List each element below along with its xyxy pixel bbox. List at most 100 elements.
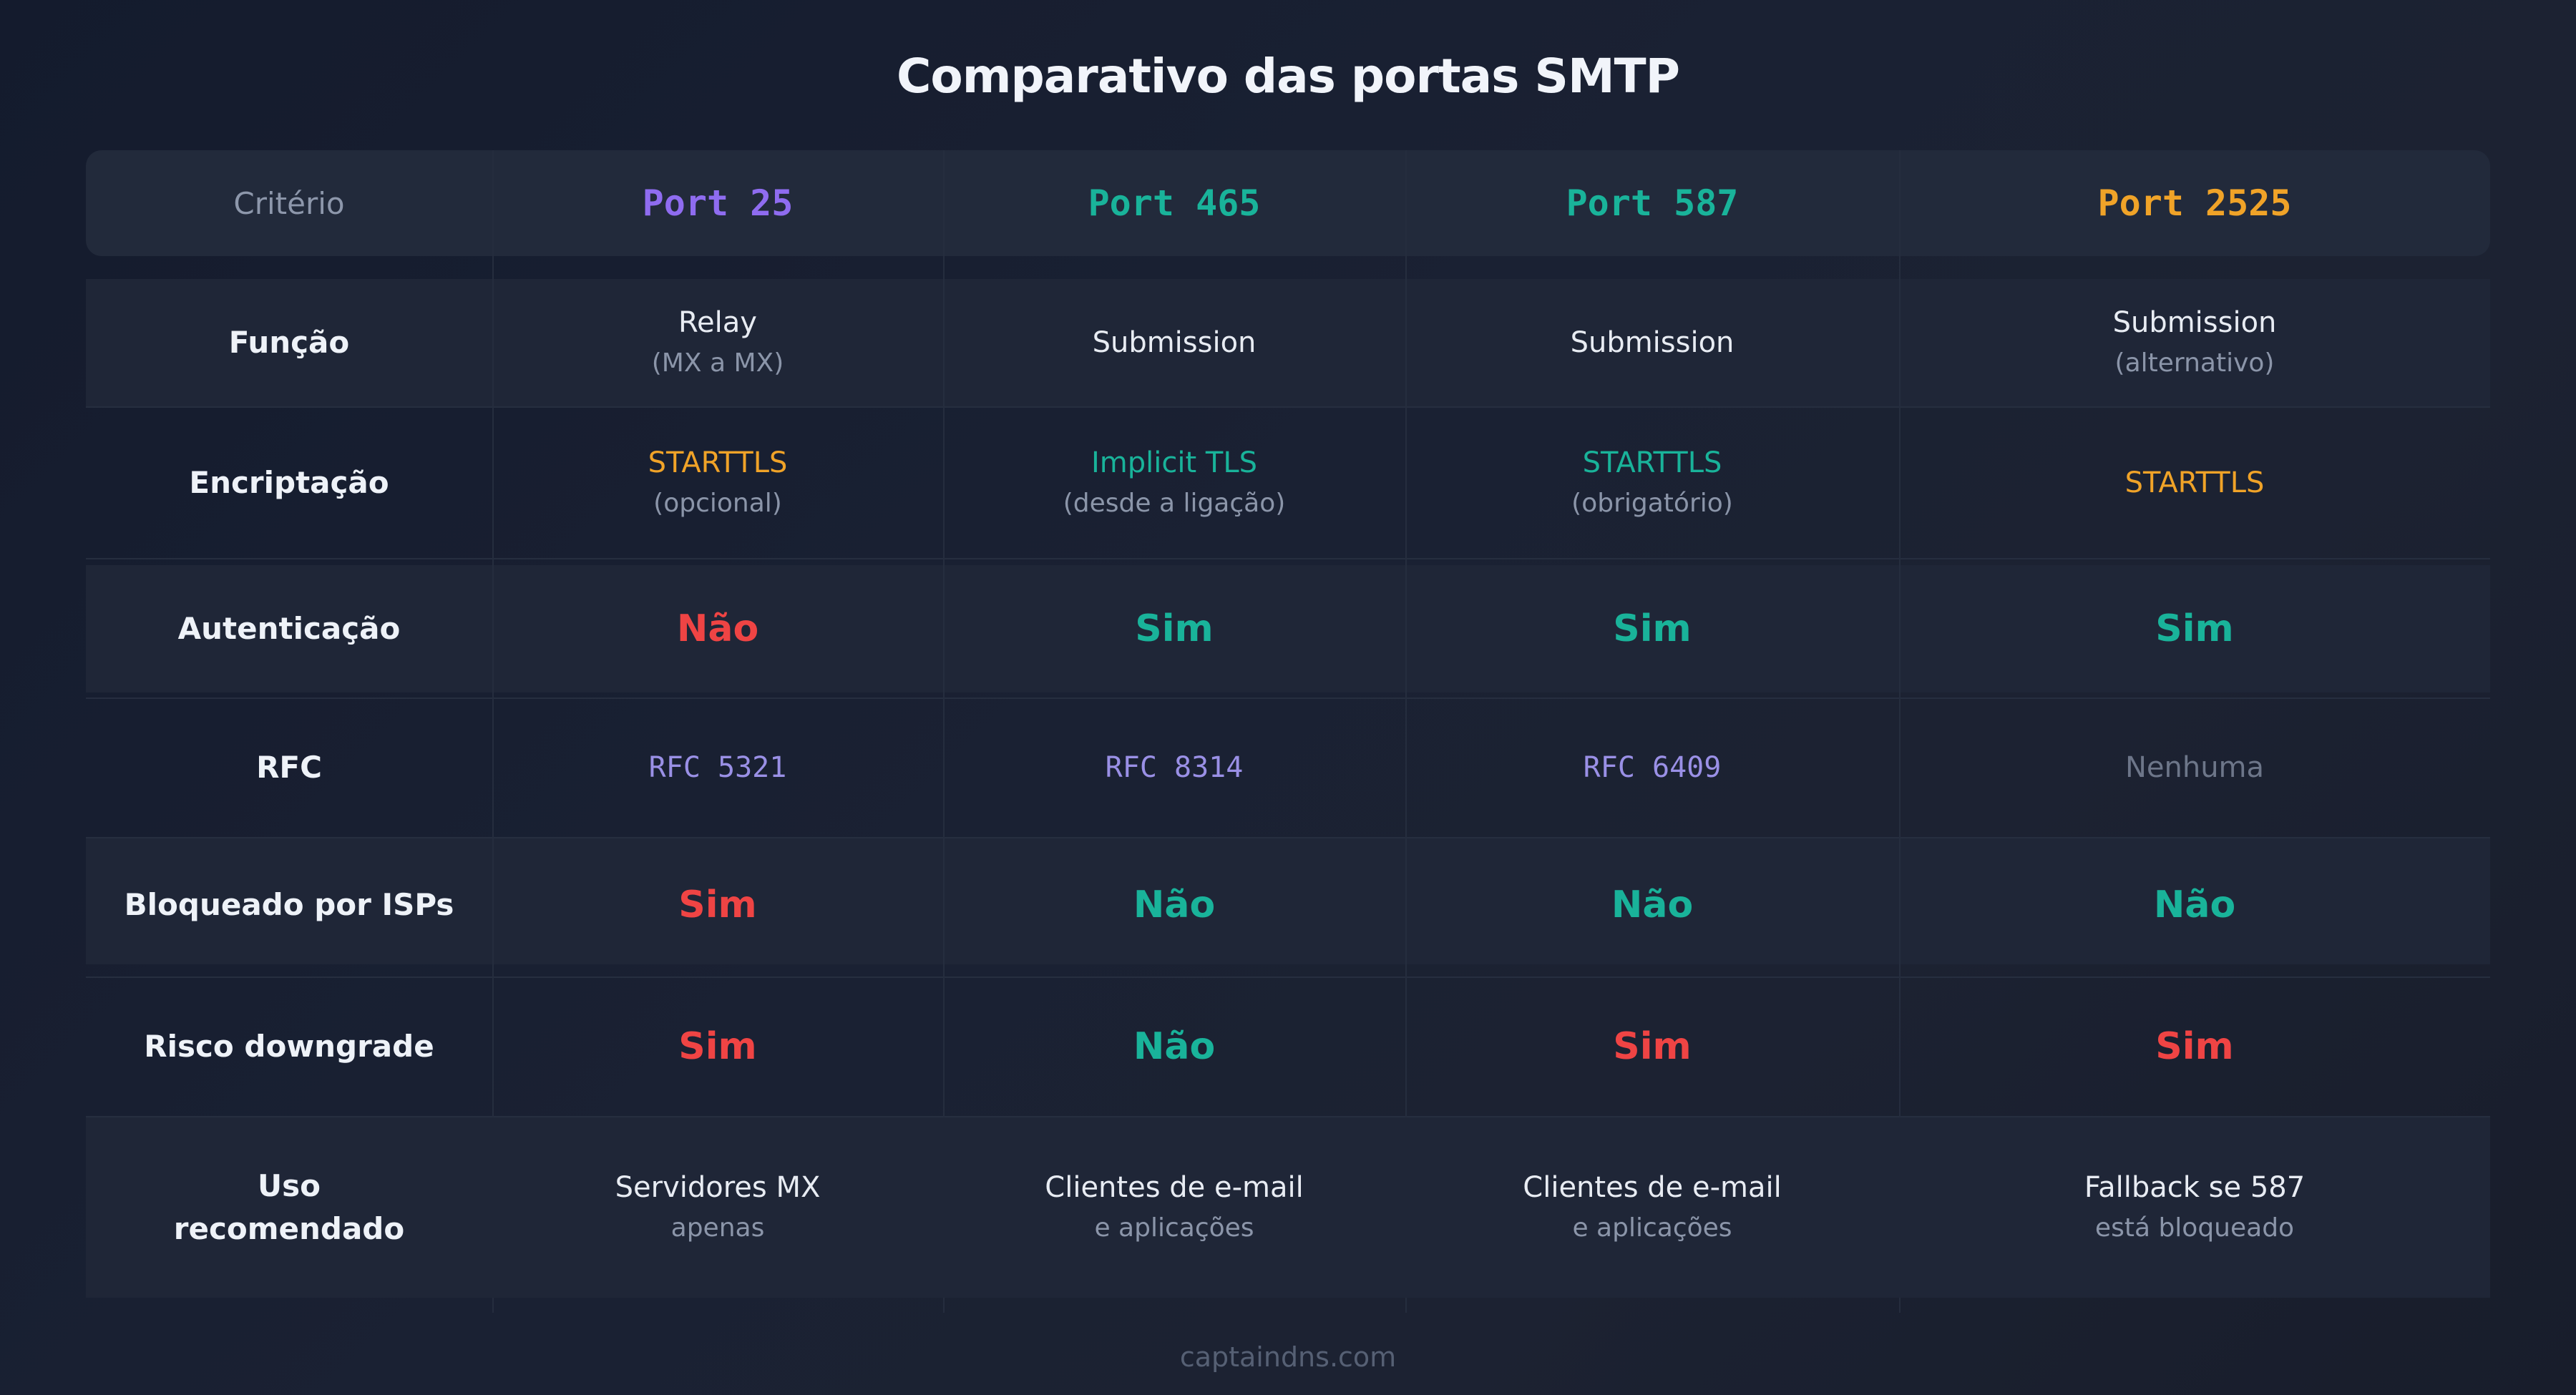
cell-sub-text: apenas	[670, 1213, 765, 1243]
port-587-label: Port 587	[1566, 182, 1739, 224]
table-cell: Sim	[1405, 565, 1899, 692]
footer-domain: captaindns.com	[1179, 1341, 1397, 1373]
criterio-text: Uso	[258, 1168, 321, 1203]
cell-main-text: Clientes de e-mail	[1523, 1171, 1782, 1204]
cell-sub-text: (desde a ligação)	[1063, 489, 1286, 518]
row-background	[86, 1117, 2490, 1298]
row-label-rfc: RFC	[86, 701, 492, 833]
row-label-autenticacao: Autenticação	[86, 565, 492, 692]
header-criterio-label: Critério	[233, 185, 345, 221]
cell-main-text: STARTTLS	[1582, 446, 1722, 479]
cell-value: Sim	[678, 884, 757, 926]
column-divider	[492, 150, 494, 1313]
table-cell: Submission (alternativo)	[1899, 279, 2490, 406]
criterio-text: RFC	[256, 749, 322, 785]
cell-main-text: Submission	[2112, 306, 2277, 339]
cell-value: Não	[1611, 884, 1694, 926]
cell-value: Sim	[2155, 1024, 2234, 1068]
table-cell: Clientes de e-mail e aplicações	[943, 1117, 1405, 1298]
port-2525-label: Port 2525	[2097, 182, 2292, 224]
row-label-funcao: Função	[86, 279, 492, 406]
cell-sub-text: e aplicações	[1094, 1213, 1254, 1243]
row-background	[86, 565, 2490, 692]
table-cell: STARTTLS	[1899, 415, 2490, 551]
column-divider	[1405, 150, 1407, 1313]
criterio-text: Autenticação	[177, 611, 401, 646]
table-cell: Fallback se 587 está bloqueado	[1899, 1117, 2490, 1298]
row-label-risco: Risco downgrade	[86, 980, 492, 1112]
row-label-bloqueado: Bloqueado por ISPs	[86, 841, 492, 969]
row-divider	[86, 1116, 2490, 1117]
cell-sub-text: e aplicações	[1572, 1213, 1732, 1243]
criterio-text: Bloqueado por ISPs	[124, 887, 454, 922]
page-title: Comparativo das portas SMTP	[896, 49, 1680, 104]
header-port-25: Port 25	[492, 150, 943, 256]
cell-value: RFC 8314	[1105, 750, 1244, 784]
row-background	[86, 837, 2490, 964]
row-divider	[86, 406, 2490, 408]
table-cell: Sim	[1405, 980, 1899, 1112]
cell-value: Sim	[1613, 607, 1692, 650]
cell-main-text: Fallback se 587	[2084, 1171, 2306, 1204]
port-465-label: Port 465	[1088, 182, 1261, 224]
cell-value: Não	[1133, 1024, 1216, 1068]
table-cell: Não	[492, 565, 943, 692]
cell-value: Sim	[1135, 607, 1214, 650]
cell-main-text: STARTTLS	[2124, 466, 2265, 499]
cell-main-text: Submission	[1570, 326, 1735, 359]
cell-sub-text: (obrigatório)	[1571, 489, 1733, 518]
table-cell: Clientes de e-mail e aplicações	[1405, 1117, 1899, 1298]
table-cell: Sim	[492, 841, 943, 969]
column-divider	[943, 150, 945, 1313]
table-cell: RFC 5321	[492, 701, 943, 833]
table-cell: RFC 8314	[943, 701, 1405, 833]
row-divider	[86, 698, 2490, 699]
row-divider	[86, 558, 2490, 559]
cell-value: RFC 5321	[648, 750, 787, 784]
table-cell: Sim	[943, 565, 1405, 692]
criterio-text: Encriptação	[189, 465, 389, 500]
comparison-table: Critério Port 25 Port 465 Port 587 Port …	[86, 150, 2490, 1313]
table-cell: STARTTLS (obrigatório)	[1405, 415, 1899, 551]
cell-main-text: Clientes de e-mail	[1045, 1171, 1304, 1204]
cell-value: Sim	[2155, 607, 2234, 650]
cell-value: Não	[1133, 884, 1216, 926]
table-cell: Relay (MX a MX)	[492, 279, 943, 406]
table-cell: RFC 6409	[1405, 701, 1899, 833]
header-port-2525: Port 2525	[1899, 150, 2490, 256]
table-cell: Sim	[1899, 980, 2490, 1112]
cell-sub-text: (opcional)	[653, 489, 782, 518]
cell-sub-text: está bloqueado	[2094, 1213, 2295, 1243]
cell-value: Não	[2153, 884, 2236, 926]
table-cell: Submission	[943, 279, 1405, 406]
table-cell: Implicit TLS (desde a ligação)	[943, 415, 1405, 551]
cell-value: Nenhuma	[2124, 750, 2265, 784]
cell-sub-text: (alternativo)	[2114, 348, 2275, 378]
cell-value: RFC 6409	[1583, 750, 1722, 784]
cell-value: Sim	[678, 1024, 757, 1068]
cell-sub-text: (MX a MX)	[651, 348, 784, 378]
column-divider	[1899, 150, 1901, 1313]
table-cell: STARTTLS (opcional)	[492, 415, 943, 551]
criterio-text: Risco downgrade	[144, 1028, 434, 1064]
table-cell: Nenhuma	[1899, 701, 2490, 833]
criterio-text: recomendado	[173, 1211, 405, 1246]
table-cell: Sim	[492, 980, 943, 1112]
criterio-text: Função	[228, 325, 350, 360]
table-cell: Não	[943, 980, 1405, 1112]
header-port-587: Port 587	[1405, 150, 1899, 256]
table-header-bar	[86, 150, 2490, 256]
row-divider	[86, 976, 2490, 978]
row-label-encriptacao: Encriptação	[86, 415, 492, 551]
table-cell: Submission	[1405, 279, 1899, 406]
table-cell: Servidores MX apenas	[492, 1117, 943, 1298]
cell-main-text: Submission	[1092, 326, 1257, 359]
row-background	[86, 279, 2490, 406]
cell-value: Sim	[1613, 1024, 1692, 1068]
cell-value: Não	[676, 607, 759, 650]
header-port-465: Port 465	[943, 150, 1405, 256]
header-criterio: Critério	[86, 150, 492, 256]
row-divider	[86, 837, 2490, 838]
table-cell: Não	[1899, 841, 2490, 969]
table-cell: Não	[943, 841, 1405, 969]
